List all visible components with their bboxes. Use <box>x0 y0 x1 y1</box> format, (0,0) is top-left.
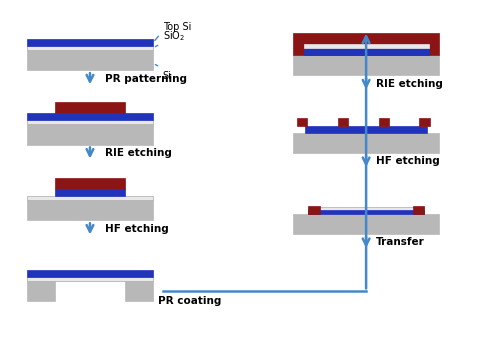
Bar <box>27 46 153 50</box>
Bar <box>297 118 307 126</box>
Bar <box>294 55 439 75</box>
Bar <box>27 120 153 124</box>
Bar <box>304 48 429 55</box>
Bar <box>413 206 424 214</box>
Text: Top Si: Top Si <box>163 23 191 33</box>
Text: SiO$_2$: SiO$_2$ <box>163 29 185 43</box>
Bar <box>27 200 153 221</box>
Bar <box>294 214 439 234</box>
Bar <box>27 196 153 200</box>
Text: HF etching: HF etching <box>104 224 168 234</box>
Text: HF etching: HF etching <box>376 156 440 166</box>
Text: RIE etching: RIE etching <box>376 79 442 89</box>
Bar <box>419 118 430 126</box>
Bar <box>308 207 424 214</box>
Bar <box>27 270 153 277</box>
Bar <box>27 114 153 120</box>
Bar <box>27 39 153 46</box>
Bar <box>294 33 439 55</box>
Bar <box>304 44 429 48</box>
Bar <box>294 133 439 153</box>
Text: PR coating: PR coating <box>158 296 221 306</box>
Bar <box>338 118 348 126</box>
Bar <box>27 281 55 301</box>
Bar <box>55 102 125 114</box>
Bar <box>125 281 153 301</box>
Bar <box>379 118 389 126</box>
Bar <box>27 277 153 281</box>
Bar <box>55 189 125 196</box>
Bar <box>308 206 319 214</box>
Bar <box>308 210 424 214</box>
Text: RIE etching: RIE etching <box>104 148 172 158</box>
Bar <box>55 178 125 189</box>
Bar <box>27 124 153 144</box>
Bar <box>305 126 427 133</box>
Text: PR patterning: PR patterning <box>104 74 187 84</box>
Bar <box>27 50 153 70</box>
Text: Si: Si <box>163 71 172 81</box>
Text: Transfer: Transfer <box>376 237 424 247</box>
